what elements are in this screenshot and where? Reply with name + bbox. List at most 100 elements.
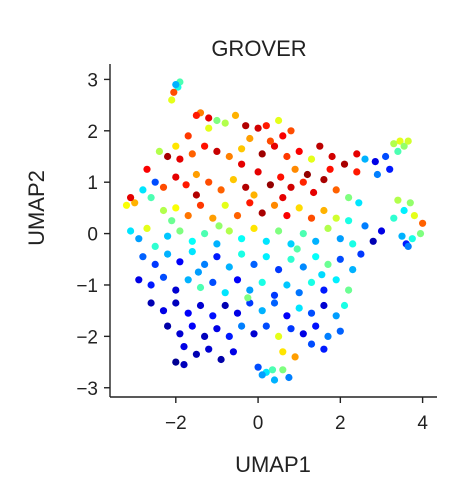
scatter-point (275, 116, 283, 125)
scatter-point (201, 332, 209, 340)
scatter-point (233, 309, 242, 317)
scatter-point (266, 181, 274, 189)
scatter-point (164, 322, 172, 330)
scatter-point (196, 283, 205, 292)
scatter-point (377, 227, 386, 235)
scatter-point (268, 366, 277, 374)
scatter-point (221, 119, 229, 127)
scatter-point (215, 222, 223, 230)
scatter-point (320, 206, 328, 215)
scatter-point (266, 137, 274, 145)
scatter-point (164, 152, 172, 161)
scatter-point (170, 88, 178, 96)
scatter-point (180, 343, 188, 351)
scatter-point (398, 232, 406, 240)
scatter-point (307, 278, 316, 286)
scatter-point (194, 268, 202, 276)
scatter-point (172, 358, 180, 366)
scatter-point (361, 222, 369, 230)
scatter-point (147, 194, 155, 202)
scatter-point (355, 199, 363, 207)
scatter-point (238, 160, 246, 168)
scatter-point (143, 165, 151, 173)
scatter-point (180, 361, 188, 369)
scatter-point (324, 260, 332, 268)
scatter-point (213, 147, 221, 155)
scatter-point (400, 206, 408, 215)
scatter-point (233, 276, 242, 284)
scatter-point (285, 373, 293, 382)
scatter-point (283, 152, 291, 161)
scatter-point (324, 224, 332, 232)
scatter-point (155, 147, 163, 155)
x-tick-label: −2 (165, 413, 187, 434)
scatter-point (349, 266, 357, 274)
scatter-point (176, 155, 184, 163)
scatter-point (303, 170, 311, 179)
scatter-point (369, 237, 377, 245)
scatter-point (244, 294, 252, 302)
scatter-point (229, 348, 237, 356)
scatter-point (205, 178, 213, 186)
scatter-point (404, 242, 412, 250)
scatter-point (345, 194, 353, 202)
scatter-point (394, 196, 402, 204)
scatter-point (225, 227, 233, 235)
y-tick-label: 2 (87, 122, 98, 143)
y-tick-label: 3 (87, 70, 98, 91)
scatter-point (201, 142, 209, 150)
scatter-point (279, 194, 287, 202)
scatter-point (316, 142, 324, 150)
scatter-point (349, 240, 357, 248)
scatter-point (419, 219, 427, 227)
scatter-point (324, 332, 332, 340)
scatter-point (196, 301, 205, 310)
scatter-point (307, 155, 316, 163)
scatter-point (213, 253, 221, 261)
scatter-point (172, 299, 180, 307)
scatter-point (213, 116, 221, 125)
x-tick-label: 0 (253, 413, 264, 434)
scatter-point (320, 286, 328, 294)
scatter-point (283, 312, 291, 320)
scatter-point (332, 312, 340, 320)
scatter-point (151, 242, 159, 250)
scatter-point (172, 142, 180, 150)
y-axis-ticks: −3 −2 −1 0 1 2 3 (76, 70, 110, 400)
scatter-point (345, 286, 353, 294)
scatter-point (135, 235, 143, 243)
scatter-point (332, 276, 340, 284)
scatter-point (209, 214, 217, 222)
scatter-point (320, 345, 328, 353)
scatter-points (122, 78, 427, 384)
scatter-point (258, 150, 266, 158)
scatter-point (275, 266, 283, 274)
scatter-point (307, 309, 316, 317)
scatter-point (246, 286, 254, 294)
scatter-point (151, 178, 159, 186)
scatter-point (287, 127, 295, 135)
scatter-point (182, 181, 190, 189)
scatter-point (262, 122, 270, 130)
scatter-point (233, 212, 242, 220)
scatter-point (404, 137, 412, 145)
scatter-point (287, 183, 295, 191)
scatter-point (275, 332, 283, 340)
scatter-point (299, 263, 307, 271)
scatter-point (328, 152, 336, 161)
scatter-point (176, 258, 184, 266)
scatter-point (172, 173, 180, 181)
scatter-point (172, 81, 180, 89)
scatter-point (270, 299, 279, 307)
scatter-point (332, 214, 340, 222)
scatter-point (287, 240, 295, 248)
scatter-point (400, 142, 408, 150)
scatter-point (139, 186, 147, 194)
scatter-point (238, 235, 246, 243)
scatter-point (250, 191, 258, 199)
scatter-point (205, 114, 213, 122)
y-tick-label: −3 (76, 379, 98, 400)
scatter-point (357, 250, 365, 258)
scatter-point (332, 186, 340, 194)
